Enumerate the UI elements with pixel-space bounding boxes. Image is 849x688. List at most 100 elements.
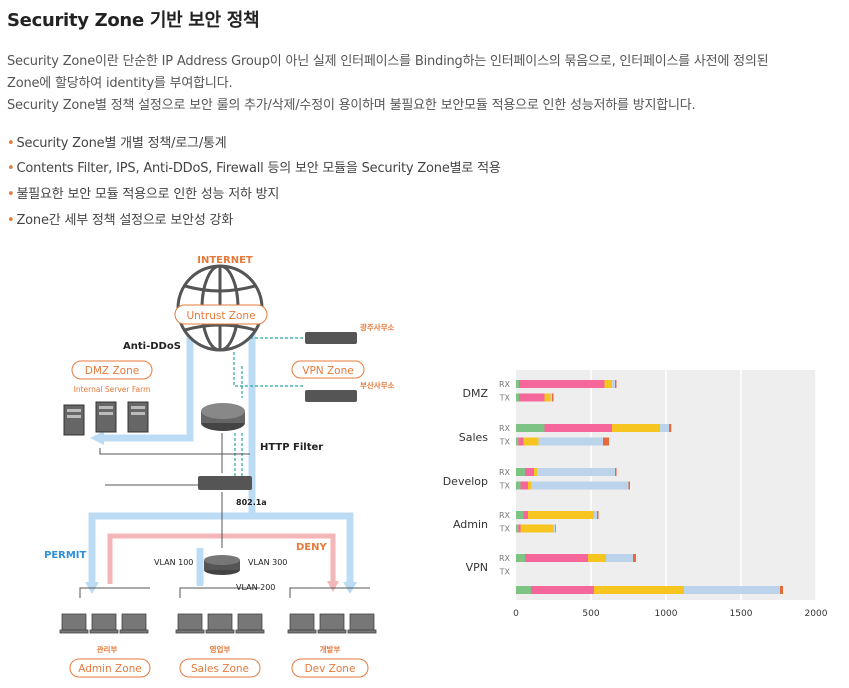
chart-bar-segment: [528, 481, 531, 490]
chart-bar-segment: [553, 524, 555, 533]
chart-bar-segment: [612, 424, 660, 432]
chart-bar-segment: [597, 511, 599, 519]
chart-bar-segment: [525, 554, 588, 562]
chart-bar-segment: [516, 586, 531, 594]
chart-bar-segment: [528, 511, 594, 519]
core-switch-icon: [204, 555, 240, 575]
untrust-zone-pill: [174, 304, 268, 325]
chart-bar-segment: [516, 554, 525, 562]
chart-xtick-label: 1000: [655, 609, 678, 619]
chart-row-label: TX: [499, 525, 511, 534]
dmz-zone-pill: [71, 360, 153, 380]
server-icon: [63, 401, 149, 436]
chart-bar-segment: [594, 586, 684, 594]
admin-zone-pill: [69, 658, 151, 678]
description-line-1: Security Zone이란 단순한 IP Address Group이 아닌…: [7, 54, 769, 69]
chart-bar-segment: [516, 393, 519, 402]
chart-bar-segment: [518, 524, 521, 533]
untrust-zone-label: Untrust Zone: [186, 310, 255, 322]
dot1a-label: 802.1a: [236, 498, 267, 507]
permit-label: PERMIT: [44, 550, 87, 561]
anti-ddos-label: Anti-DDoS: [123, 341, 181, 352]
chart-row-label: TX: [499, 394, 511, 403]
chart-bar-segment: [523, 437, 539, 446]
vlan300-label: VLAN 300: [248, 558, 287, 567]
laptop-group: [59, 613, 377, 634]
chart-group-label: Develop: [443, 475, 488, 488]
chart-bar-segment: [516, 481, 521, 490]
chart-bar-segment: [534, 468, 537, 476]
vlan200-label: VLAN 200: [236, 583, 275, 592]
dept-dev-label: 개발부: [320, 644, 341, 654]
chart-row-label: RX: [499, 511, 511, 520]
chart-bar-segment: [603, 437, 609, 446]
branch1-label: 광주사무소: [360, 322, 395, 332]
dev-zone-label: Dev Zone: [305, 663, 356, 675]
chart-bar-segment: [684, 586, 780, 594]
chart-bar-segment: [516, 524, 519, 533]
vpn-zone-pill: [291, 360, 365, 379]
description-line-2: Zone에 할당하여 identity를 부여합니다.: [7, 76, 233, 91]
chart-bar-segment: [669, 424, 672, 432]
chart-row-label: RX: [499, 424, 511, 433]
chart-xtick-label: 2000: [805, 609, 828, 619]
chart-bar-segment: [516, 424, 545, 432]
internal-server-farm-label: Internal Server Farm: [74, 385, 151, 394]
vpn-device-icon: [305, 390, 357, 402]
bullet-item: • Zone간 세부 정책 설정으로 보안성 강화: [7, 213, 234, 228]
bullet-item: • 불필요한 보안 모듈 적용으로 인한 성능 저하 방지: [7, 187, 280, 202]
dept-sales-label: 영업부: [210, 644, 231, 654]
chart-bar-segment: [628, 481, 630, 490]
sales-zone-label: Sales Zone: [191, 663, 249, 675]
chart-bar-segment: [604, 380, 612, 388]
chart-bar-segment: [520, 524, 554, 533]
deny-label: DENY: [296, 542, 328, 553]
chart-bar-segment: [780, 586, 783, 594]
chart-bar-segment: [519, 393, 545, 402]
chart-bar-segment: [516, 437, 519, 446]
chart-bar-segment: [537, 468, 615, 476]
bullet-item: • Security Zone별 개별 정책/로그/통계: [7, 136, 227, 151]
chart-xtick-label: 0: [513, 609, 519, 619]
branch2-label: 부산사무소: [360, 380, 395, 390]
chart-bar-segment: [633, 554, 636, 562]
dept-admin-label: 관리부: [97, 644, 118, 654]
switch-icon: [198, 476, 252, 490]
admin-zone-label: Admin Zone: [78, 663, 142, 675]
chart-bar-segment: [516, 468, 525, 476]
chart-group-label: DMZ: [463, 387, 489, 400]
chart-bar-segment: [523, 511, 528, 519]
bullet-dot: •: [7, 136, 15, 151]
chart-bar-segment: [555, 524, 556, 533]
chart-bar-segment: [516, 511, 524, 519]
http-filter-label: HTTP Filter: [260, 442, 323, 453]
bullet-dot: •: [7, 161, 15, 176]
chart-bar-segment: [606, 554, 633, 562]
chart-xtick-label: 1500: [730, 609, 753, 619]
chart-row-label: TX: [499, 568, 511, 577]
chart-bar-segment: [544, 424, 612, 432]
bullet-item: • Contents Filter, IPS, Anti-DDoS, Firewa…: [7, 161, 501, 176]
chart-bar-segment: [518, 437, 524, 446]
chart-row-label: RX: [499, 380, 511, 389]
chart-group-label: VPN: [466, 561, 488, 574]
chart-bar-segment: [525, 468, 534, 476]
vlan100-label: VLAN 100: [154, 558, 193, 567]
chart-xtick-label: 500: [582, 609, 599, 619]
network-diagram: INTERNET Untrust Zone Anti-DDoS DMZ Zone…: [44, 255, 395, 678]
chart-bar-segment: [519, 380, 605, 388]
chart-bar-segment: [550, 393, 552, 402]
dmz-zone-label: DMZ Zone: [85, 365, 139, 377]
chart-bar-segment: [538, 437, 603, 446]
chart-bar-segment: [588, 554, 606, 562]
chart-bar-segment: [531, 481, 629, 490]
vpn-zone-label: VPN Zone: [302, 365, 353, 377]
deny-arrow-down: [327, 581, 339, 592]
chart-row-label: RX: [499, 554, 511, 563]
chart-row-label: TX: [499, 438, 511, 447]
chart-bar-segment: [615, 468, 617, 476]
chart-bar-segment: [594, 511, 597, 519]
traffic-chart: 0 500 1000 1500 2000 DMZ RX TX Sales RX TX Develop R…: [443, 370, 828, 619]
chart-bar-segment: [660, 424, 669, 432]
bullet-dot: •: [7, 213, 15, 228]
